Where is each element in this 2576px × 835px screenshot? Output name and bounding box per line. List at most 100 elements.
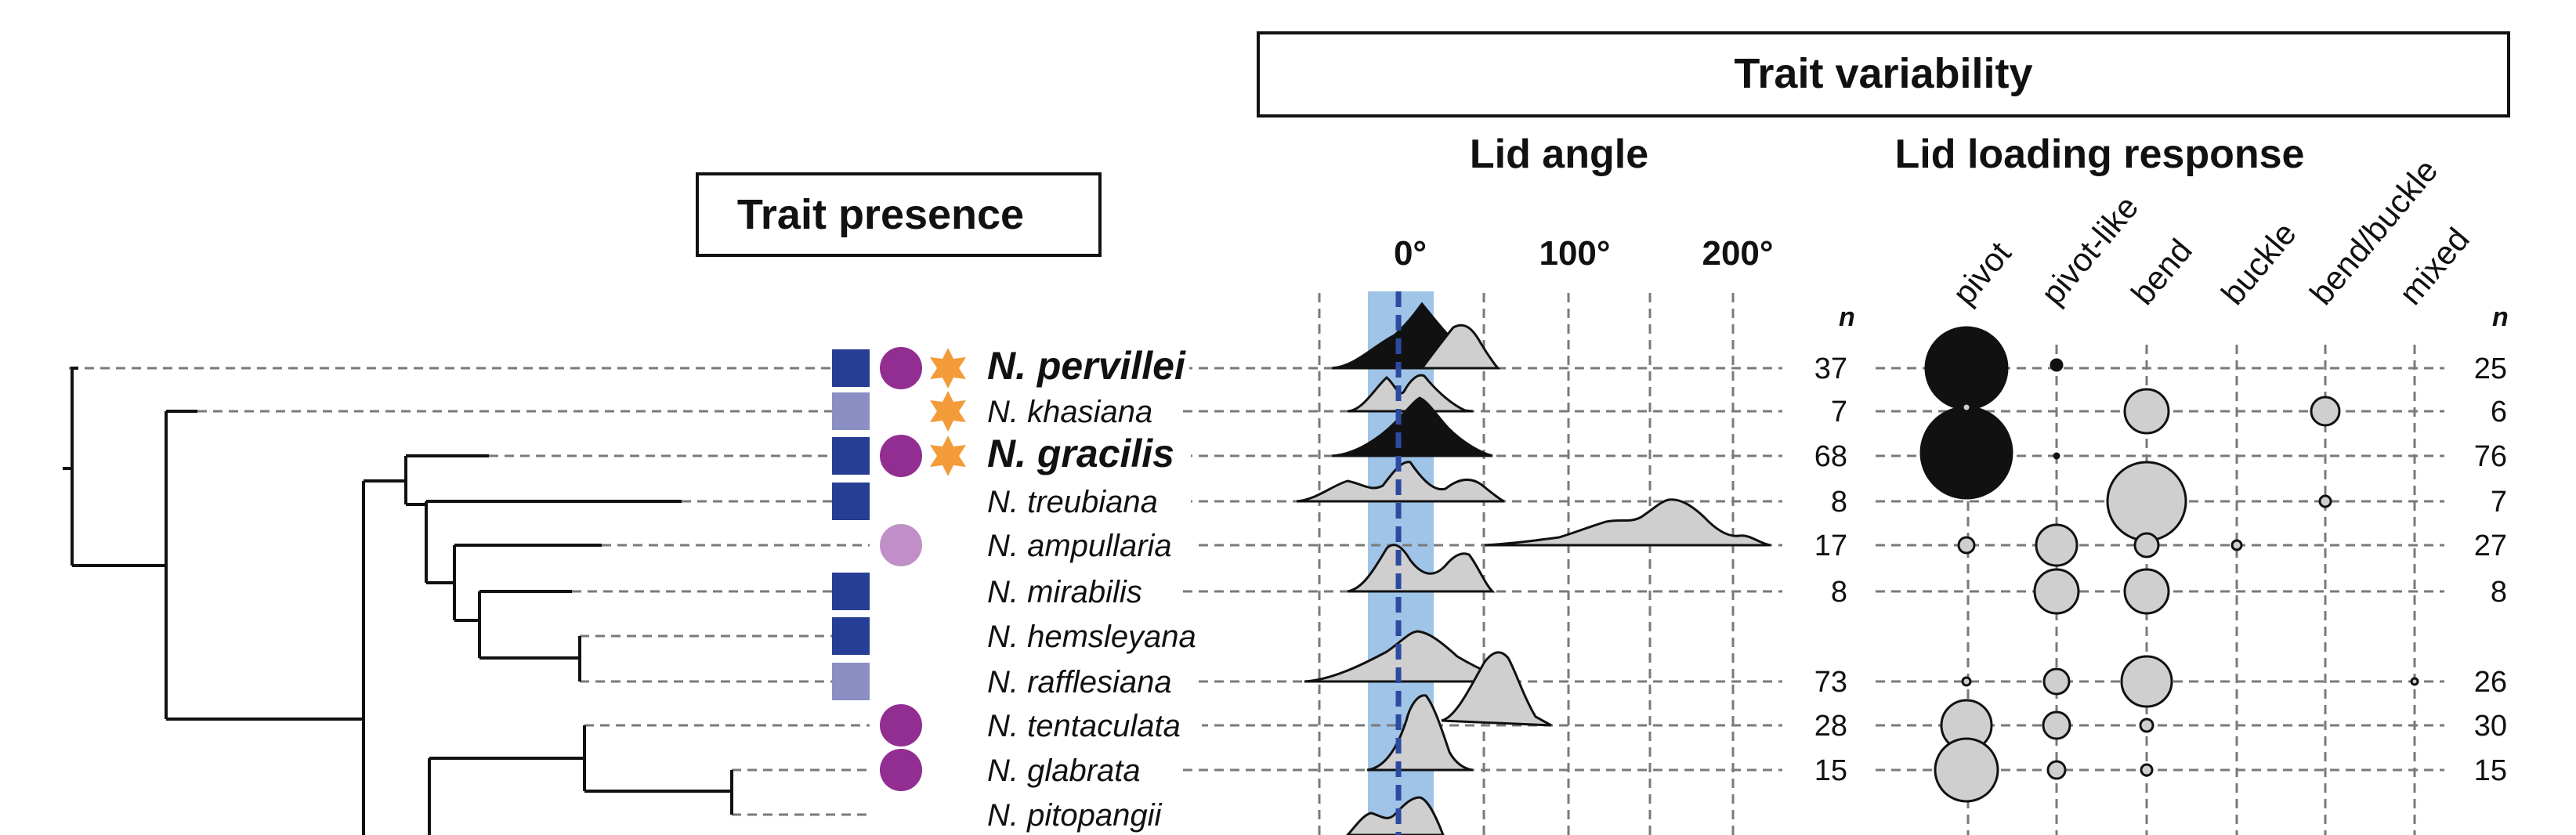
n-load-count: 6 (2491, 396, 2507, 428)
n-load-count: 25 (2474, 352, 2507, 385)
n-angle-count: 15 (1814, 754, 1847, 787)
trait-variability-title: Trait variability (1734, 50, 2032, 97)
n-load-count: 27 (2474, 530, 2507, 562)
bubble-pivot (1957, 536, 1976, 555)
lid-angle-title: Lid angle (1470, 132, 1648, 177)
category-label-pivot: pivot (1945, 234, 2018, 311)
bubble-bend (2106, 461, 2187, 542)
loading-response-bubbles (1919, 326, 2419, 803)
category-label-bend: bend (2124, 232, 2199, 312)
density-ridge-pitopangii (1345, 796, 1445, 835)
n-load-count: 30 (2474, 710, 2507, 743)
trait-square (832, 483, 870, 520)
species-label: N. tentaculata (987, 709, 1181, 743)
bubble-bend-buckle (2310, 396, 2341, 427)
category-label-pivot-like: pivot-like (2034, 189, 2146, 312)
n-angle-count: 8 (1831, 486, 1847, 519)
density-ridge-pervillei-secondary (1419, 324, 1501, 370)
angle-tick-label: 100° (1539, 234, 1610, 273)
bubble-pivot-like (2042, 710, 2071, 740)
angle-tick-label: 0° (1394, 234, 1427, 273)
bubble-bend (2123, 388, 2170, 435)
trait-presence-symbols (832, 347, 966, 791)
n-angle-count: 7 (1831, 396, 1847, 428)
n-angle-count: 28 (1814, 710, 1847, 743)
species-label: N. glabrata (987, 754, 1141, 788)
species-label: N. gracilis (987, 432, 1174, 475)
species-label: N. hemsleyana (987, 620, 1196, 654)
density-ridge-rafflesiana-secondary (1441, 651, 1552, 727)
category-label-mixed: mixed (2392, 221, 2477, 312)
n-load-count: 8 (2491, 576, 2507, 609)
n-load-count: 76 (2474, 440, 2507, 473)
trait-square (832, 349, 870, 387)
trait-square (832, 437, 870, 475)
trait-circle (880, 435, 922, 477)
species-label: N. pitopangii (987, 798, 1162, 833)
species-label: N. pervillei (987, 344, 1186, 388)
density-ridge-ampullaria (1484, 498, 1771, 547)
trait-star (930, 391, 966, 432)
density-ridge-khasiana (1347, 374, 1474, 413)
n-label-angle: n (1839, 302, 1855, 332)
bubble-pivot-connector (1961, 402, 1972, 413)
species-label: N. mirabilis (987, 575, 1142, 609)
bubble-pivot (1919, 406, 2013, 500)
trait-square (832, 392, 870, 430)
angle-tick-label: 200° (1702, 234, 1773, 273)
bubble-pivot-like (2033, 568, 2080, 615)
trait-square (832, 573, 870, 610)
bubble-bend (2140, 763, 2154, 777)
trait-circle (880, 347, 922, 389)
trait-square (832, 617, 870, 655)
n-load-count: 7 (2491, 486, 2507, 519)
trait-presence-title: Trait presence (737, 191, 1024, 238)
bubble-bend (2120, 655, 2173, 708)
bubble-bend (2133, 532, 2160, 558)
species-label: N. ampullaria (987, 529, 1172, 563)
bubble-pivot (1924, 326, 2009, 410)
bubble-pivot-like (2042, 667, 2071, 696)
density-ridge-mirabilis (1347, 544, 1496, 593)
species-label: N. khasiana (987, 395, 1152, 429)
n-angle-count: 17 (1814, 530, 1847, 562)
bubble-pivot (1934, 737, 1999, 803)
bubble-pivot-like (2035, 523, 2079, 567)
trait-star (930, 348, 966, 389)
species-labels: N. pervillei N. khasiana N. gracilis N. … (982, 344, 1202, 833)
bubble-pivot-like (2053, 452, 2060, 460)
bubble-bend-buckle (2318, 494, 2332, 508)
trait-square (832, 663, 870, 700)
bubble-pivot (1961, 676, 1972, 687)
angle-n-counts: 37 7 68 8 17 8 73 28 15 (1785, 351, 1854, 790)
n-angle-count: 8 (1831, 576, 1847, 609)
bubble-bend (2139, 718, 2155, 733)
n-angle-count: 73 (1814, 666, 1847, 699)
trait-circle (880, 704, 922, 746)
bubble-pivot-like (2050, 358, 2064, 372)
bubble-pivot-like (2046, 760, 2067, 780)
bubble-buckle (2230, 539, 2243, 551)
n-load-count: 15 (2474, 754, 2507, 787)
loading-n-counts: 25 6 76 7 27 8 26 30 15 (2448, 351, 2526, 790)
phylogenetic-tree (63, 367, 733, 835)
trait-presence-header: Trait presence (696, 172, 1102, 257)
lid-loading-title: Lid loading response (1895, 132, 2305, 177)
trait-star (930, 436, 966, 476)
density-ridge-gracilis (1331, 396, 1493, 457)
lid-angle-ridges (1296, 302, 1771, 835)
bubble-mixed (2410, 677, 2419, 686)
n-angle-count: 68 (1814, 440, 1847, 473)
angle-gridlines (1318, 293, 1735, 835)
species-label: N. treubiana (987, 485, 1158, 519)
species-label: N. rafflesiana (987, 665, 1172, 699)
category-label-buckle: buckle (2214, 215, 2303, 312)
trait-circle (880, 749, 922, 791)
n-load-count: 26 (2474, 666, 2507, 699)
bubble-bend (2123, 568, 2170, 615)
trait-circle (880, 524, 922, 566)
trait-variability-header: Trait variability (1257, 31, 2510, 117)
row-lines (69, 367, 2444, 816)
n-angle-count: 37 (1814, 352, 1847, 385)
